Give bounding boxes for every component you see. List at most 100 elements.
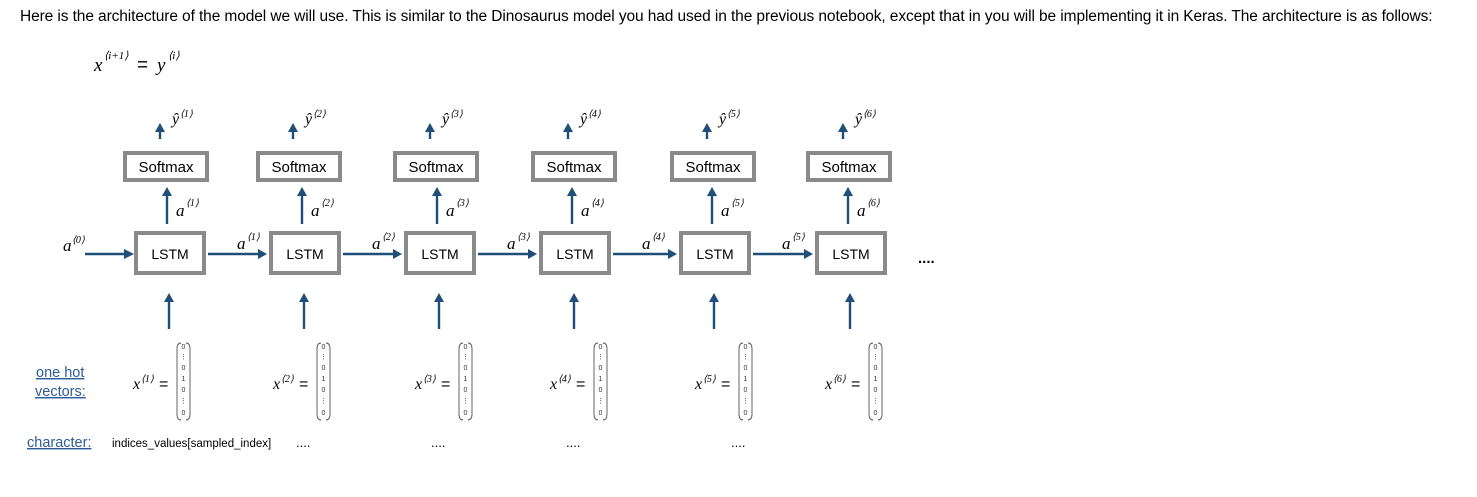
vector-6-entry-3: 0 xyxy=(874,365,878,372)
vector-1-entry-2: ⋮ xyxy=(180,354,187,361)
equation-rhs: y xyxy=(155,55,166,76)
vector-6-entry-4: 1 xyxy=(874,376,878,383)
softmax-box-5 xyxy=(670,151,756,182)
input-superscript-1: ⟨1⟩ xyxy=(141,374,154,385)
vector-2-entry-4: 1 xyxy=(322,376,326,383)
yhat-label-2: ŷ xyxy=(303,111,313,128)
character-value-3: .... xyxy=(431,435,445,450)
vector-1-entry-4: 1 xyxy=(182,376,186,383)
activation-superscript-5: ⟨5⟩ xyxy=(731,198,744,209)
lstm-label-3: LSTM xyxy=(421,246,458,262)
lstm-box-5 xyxy=(679,231,751,275)
input-equals-4: = xyxy=(576,376,585,393)
vector-6-entry-1: 0 xyxy=(874,344,878,351)
lstm-label-2: LSTM xyxy=(286,246,323,262)
vector-4-entry-4: 1 xyxy=(599,376,603,383)
vector-4-entry-1: 0 xyxy=(599,344,603,351)
yhat-superscript-5: ⟨5⟩ xyxy=(727,109,740,120)
vector-5-entry-7: 0 xyxy=(744,410,748,417)
activation-superscript-4: ⟨4⟩ xyxy=(591,198,604,209)
intro-paragraph: Here is the architecture of the model we… xyxy=(20,8,1433,25)
lstm-box-1 xyxy=(134,231,206,275)
initial-activation-arrowhead xyxy=(124,249,134,259)
input-superscript-5: ⟨5⟩ xyxy=(703,374,716,385)
activation-superscript-3: ⟨3⟩ xyxy=(456,198,469,209)
lstm-diagram: x ⟨i+1⟩ = y ⟨i⟩ a ⟨0⟩ one hot vectors: c… xyxy=(27,50,935,451)
recurrent-activation-superscript-2: ⟨2⟩ xyxy=(382,232,395,243)
character-label: character: xyxy=(27,435,91,451)
softmax-label-3: Softmax xyxy=(408,159,464,176)
activation-label-2: a xyxy=(311,201,320,220)
character-value-1: indices_values[sampled_index] xyxy=(112,438,271,450)
input-label-4: x xyxy=(549,376,557,393)
initial-activation-label: a xyxy=(63,236,72,255)
onehot-label-line2: vectors: xyxy=(35,384,86,400)
recurrent-activation-superscript-5: ⟨5⟩ xyxy=(792,232,805,243)
softmax-box-4 xyxy=(531,151,617,182)
output-arrow-2-head xyxy=(288,123,298,132)
input-arrow-2-head xyxy=(299,293,309,302)
vector-left-bracket-2 xyxy=(316,342,322,421)
output-arrow-4-head xyxy=(563,123,573,132)
recurrent-activation-label-2: a xyxy=(372,234,381,253)
vector-6-entry-5: 0 xyxy=(874,387,878,394)
vector-left-bracket-1 xyxy=(176,342,182,421)
vector-right-bracket-6 xyxy=(877,342,883,421)
lstm-to-softmax-arrow-6-head xyxy=(843,187,853,196)
input-equals-3: = xyxy=(441,376,450,393)
vector-2-entry-2: ⋮ xyxy=(320,354,327,361)
vector-5-entry-2: ⋮ xyxy=(742,354,749,361)
lstm-to-softmax-arrow-1-head xyxy=(162,187,172,196)
vector-2-entry-3: 0 xyxy=(322,365,326,372)
vector-5-entry-5: 0 xyxy=(744,387,748,394)
character-value-4: .... xyxy=(566,435,580,450)
lstm-box-6 xyxy=(815,231,887,275)
vector-right-bracket-5 xyxy=(747,342,753,421)
vector-6-entry-7: 0 xyxy=(874,410,878,417)
vector-3-entry-5: 0 xyxy=(464,387,468,394)
lstm-to-softmax-arrow-5-head xyxy=(707,187,717,196)
lstm-label-6: LSTM xyxy=(832,246,869,262)
softmax-label-4: Softmax xyxy=(546,159,602,176)
lstm-to-softmax-arrow-4-head xyxy=(567,187,577,196)
lstm-box-4 xyxy=(539,231,611,275)
recurrent-arrow-4-head xyxy=(668,249,677,259)
activation-superscript-2: ⟨2⟩ xyxy=(321,198,334,209)
recurrent-activation-superscript-4: ⟨4⟩ xyxy=(652,232,665,243)
vector-right-bracket-2 xyxy=(325,342,331,421)
vector-3-entry-1: 0 xyxy=(464,344,468,351)
vector-2-entry-5: 0 xyxy=(322,387,326,394)
vector-3-entry-4: 1 xyxy=(464,376,468,383)
activation-label-5: a xyxy=(721,201,730,220)
activation-label-4: a xyxy=(581,201,590,220)
yhat-superscript-1: ⟨1⟩ xyxy=(180,109,193,120)
equation-equals: = xyxy=(137,55,148,76)
output-arrow-1-head xyxy=(155,123,165,132)
input-superscript-4: ⟨4⟩ xyxy=(558,374,571,385)
softmax-box-3 xyxy=(393,151,479,182)
input-equals-1: = xyxy=(159,376,168,393)
vector-3-entry-2: ⋮ xyxy=(462,354,469,361)
activation-label-3: a xyxy=(446,201,455,220)
recurrent-activation-label-1: a xyxy=(237,234,246,253)
recurrent-arrow-3-head xyxy=(528,249,537,259)
vector-4-entry-5: 0 xyxy=(599,387,603,394)
onehot-label-line1: one hot xyxy=(36,365,84,381)
vector-right-bracket-3 xyxy=(467,342,473,421)
vector-1-entry-3: 0 xyxy=(182,365,186,372)
yhat-label-5: ŷ xyxy=(717,111,727,128)
input-label-1: x xyxy=(132,376,140,393)
vector-1-entry-7: 0 xyxy=(182,410,186,417)
recurrent-arrow-5-head xyxy=(804,249,813,259)
yhat-superscript-6: ⟨6⟩ xyxy=(863,109,876,120)
vector-5-entry-1: 0 xyxy=(744,344,748,351)
vector-2-entry-7: 0 xyxy=(322,410,326,417)
input-superscript-2: ⟨2⟩ xyxy=(281,374,294,385)
softmax-label-6: Softmax xyxy=(821,159,877,176)
input-equals-5: = xyxy=(721,376,730,393)
yhat-label-4: ŷ xyxy=(578,111,588,128)
lstm-box-2 xyxy=(269,231,341,275)
equation-lhs-superscript: ⟨i+1⟩ xyxy=(104,50,129,62)
vector-5-entry-6: ⋮ xyxy=(742,398,749,405)
